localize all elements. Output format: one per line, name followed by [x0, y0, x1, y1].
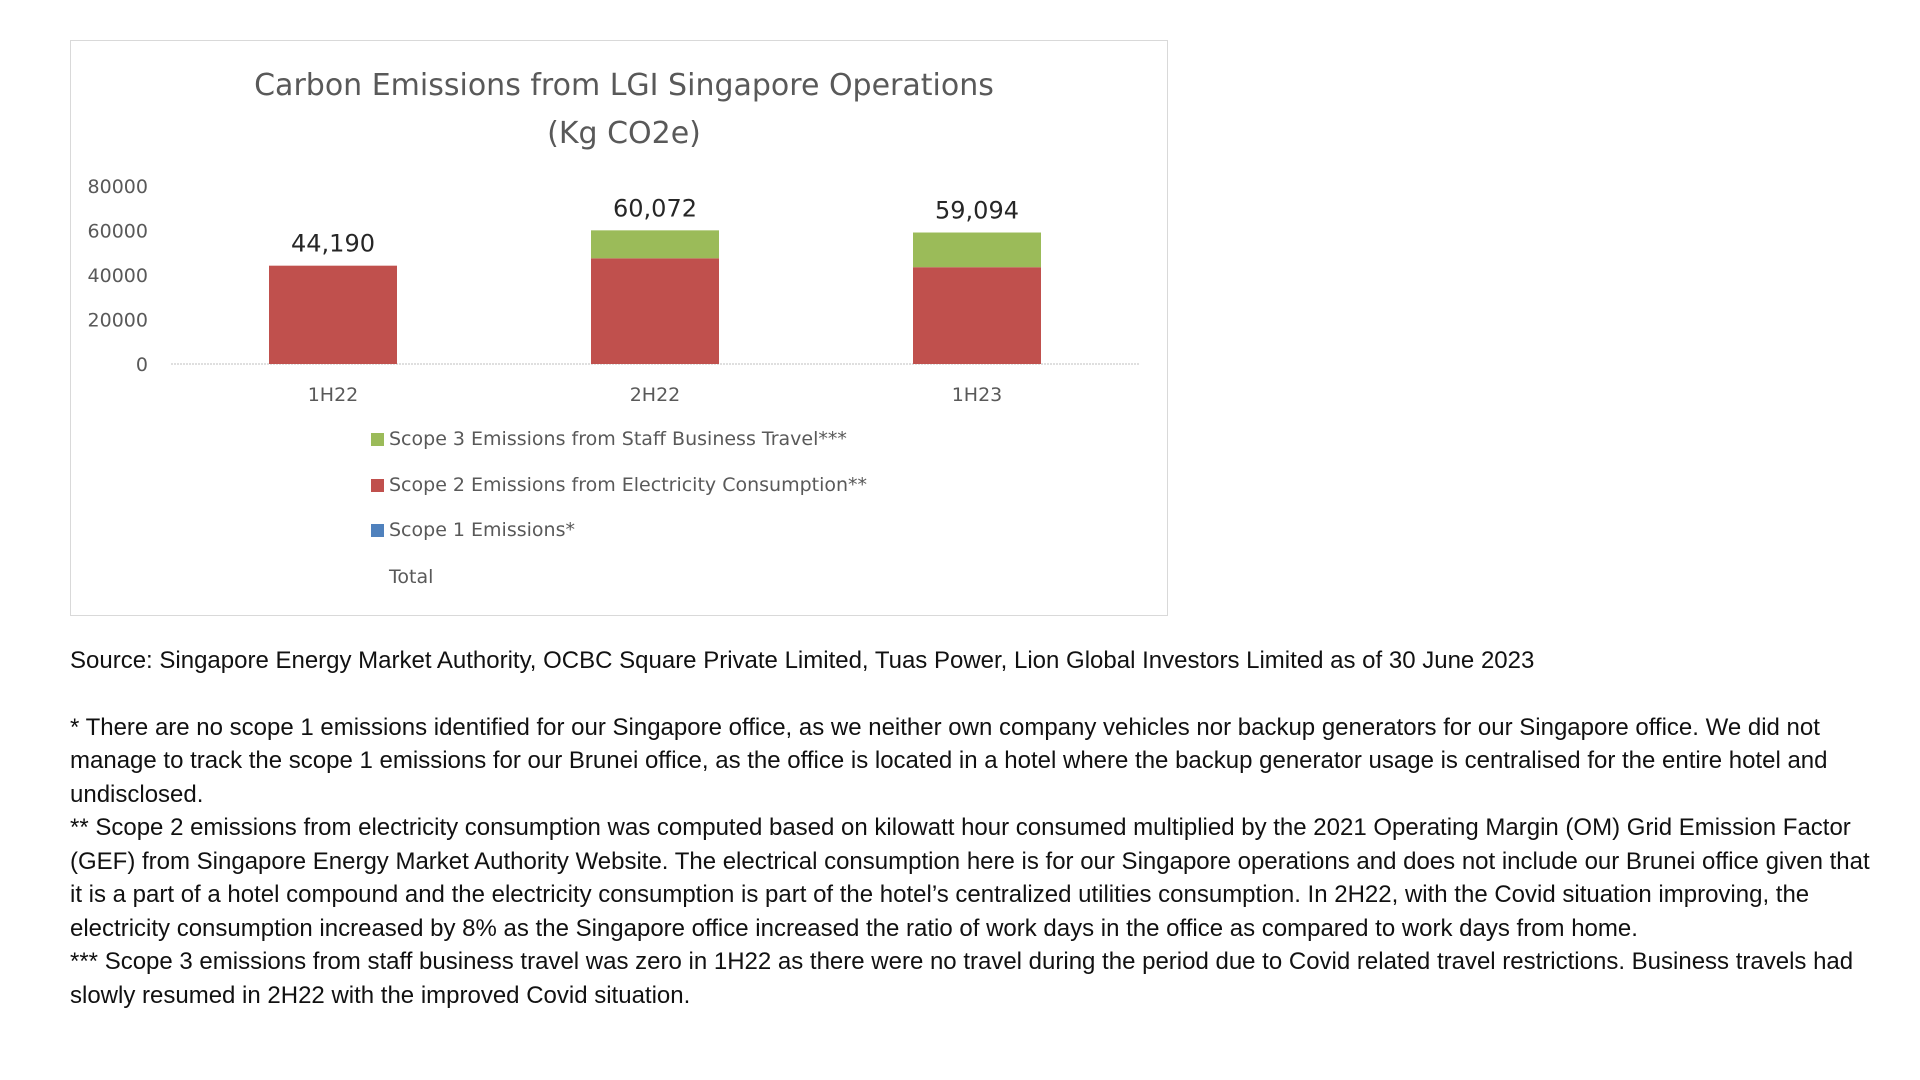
legend-swatch-series-2: [371, 433, 384, 446]
total-label-1H22: 44,190: [291, 230, 375, 258]
bar-segment-1H23-series-2: [913, 232, 1041, 268]
legend-label-series-2: Scope 3 Emissions from Staff Business Tr…: [389, 428, 847, 450]
y-tick-label: 40000: [88, 265, 148, 287]
legend-label-total: Total: [388, 566, 433, 588]
bars-group: 44,190 1H22 60,072 2H22 59,094 1H23: [269, 194, 1041, 406]
bar-segment-1H23-series-1: [913, 267, 1041, 364]
scope3-footnote: *** Scope 3 emissions from staff busines…: [70, 948, 1854, 1009]
x-tick-label-2H22: 2H22: [630, 384, 681, 406]
legend-swatch-series-0: [371, 524, 384, 537]
x-tick-label-1H23: 1H23: [952, 384, 1003, 406]
y-tick-label: 80000: [88, 176, 148, 198]
total-label-1H23: 59,094: [935, 197, 1019, 225]
x-tick-label-1H22: 1H22: [308, 384, 359, 406]
y-tick-label: 60000: [88, 221, 148, 243]
notes-section: Source: Singapore Energy Market Authorit…: [70, 644, 1870, 1012]
emissions-chart: Carbon Emissions from LGI Singapore Oper…: [88, 68, 1139, 588]
chart-title: Carbon Emissions from LGI Singapore Oper…: [254, 68, 994, 103]
total-label-2H22: 60,072: [613, 194, 697, 222]
scope2-footnote: ** Scope 2 emissions from electricity co…: [70, 814, 1870, 942]
y-axis: 80000 60000 40000 20000 0: [88, 176, 148, 376]
legend: Scope 3 Emissions from Staff Business Tr…: [371, 428, 867, 588]
legend-label-series-0: Scope 1 Emissions*: [389, 519, 575, 541]
chart-container: Carbon Emissions from LGI Singapore Oper…: [70, 40, 1168, 616]
bar-segment-2H22-series-2: [591, 230, 719, 259]
chart-subtitle: (Kg CO2e): [547, 116, 701, 151]
bar-segment-2H22-series-1: [591, 258, 719, 364]
bar-segment-1H22-series-1: [269, 265, 397, 364]
y-tick-label: 0: [136, 354, 148, 376]
scope1-footnote: * There are no scope 1 emissions identif…: [70, 713, 1828, 808]
y-tick-label: 20000: [88, 310, 148, 332]
legend-label-series-1: Scope 2 Emissions from Electricity Consu…: [389, 474, 867, 496]
legend-swatch-series-1: [371, 479, 384, 492]
source-note: Source: Singapore Energy Market Authorit…: [70, 647, 1535, 674]
